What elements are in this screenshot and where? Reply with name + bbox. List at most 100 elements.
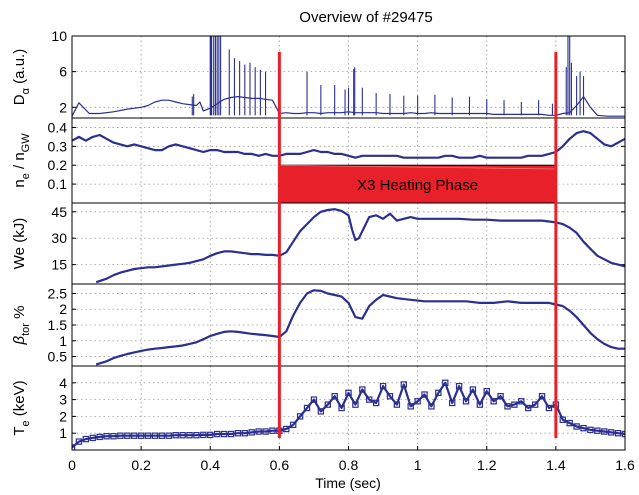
data-point: [213, 430, 221, 438]
y-label-subscript: e: [20, 420, 32, 426]
data-point: [359, 386, 366, 393]
data-point: [594, 427, 601, 434]
y-axis-label: ne / nGW: [11, 133, 32, 188]
data-point: [504, 403, 511, 410]
y-label-main: n: [11, 179, 28, 187]
panel-1: 2 6 10 Dα (a.u.): [11, 28, 626, 119]
data-point: [366, 396, 373, 403]
data-point: [255, 428, 262, 435]
y-tick-label: 0.4: [48, 119, 68, 135]
series-line: [72, 96, 625, 117]
data-point: [400, 381, 408, 388]
data-point: [386, 393, 394, 400]
y-tick-label: 0.5: [48, 349, 68, 365]
y-label-rest: (a.u.): [11, 49, 28, 88]
y-tick-label: 4: [59, 375, 67, 391]
series-line: [72, 130, 625, 159]
y-axis-label: Dα (a.u.): [11, 49, 32, 105]
data-point: [545, 404, 553, 412]
data-point: [601, 428, 608, 435]
panel-3: 15 30 45 We (kJ): [11, 202, 626, 285]
data-point: [165, 432, 172, 439]
data-point: [607, 429, 615, 436]
data-point: [455, 382, 463, 390]
y-tick-label: 1: [59, 425, 67, 441]
heating-phase-label: X3 Heating Phase: [357, 177, 478, 194]
data-point: [103, 433, 110, 440]
y-tick-label: 1.5: [48, 317, 68, 333]
chart-title: Overview of #29475: [299, 9, 432, 26]
data-point: [96, 433, 103, 441]
y-label-main: D: [11, 94, 28, 105]
data-point: [538, 393, 546, 400]
x-tick-label: 1: [414, 457, 422, 473]
data-point: [117, 432, 124, 439]
series-group: [72, 130, 625, 159]
data-point: [317, 408, 325, 415]
panel-2: 0.1 0.2 0.3 0.4 X3 Heating Phase ne / nGW: [11, 117, 626, 204]
data-point: [131, 432, 138, 439]
data-point: [193, 432, 200, 439]
data-point: [421, 391, 428, 398]
data-point: [476, 401, 484, 408]
data-point: [151, 432, 159, 439]
data-point: [407, 403, 414, 410]
data-point: [566, 419, 573, 427]
data-point: [75, 438, 83, 445]
y-axis-label: βtor %: [11, 306, 32, 346]
y-tick-label: 2.5: [48, 285, 68, 301]
data-point: [587, 426, 594, 434]
data-point: [428, 403, 435, 410]
data-point: [352, 401, 359, 408]
panel-4: 0.511.522.5 βtor %: [11, 283, 626, 367]
data-point: [393, 401, 401, 408]
data-point: [172, 432, 179, 439]
data-point: [137, 432, 145, 439]
series-line: [95, 289, 625, 366]
data-point: [186, 432, 193, 439]
y-tick-label: 10: [51, 28, 67, 44]
data-point: [614, 430, 622, 437]
data-point: [621, 430, 625, 438]
data-point: [269, 427, 276, 434]
y-tick-label: 2: [59, 99, 67, 115]
x-tick-label: 1.2: [477, 457, 497, 473]
x-tick-label: 0: [68, 457, 76, 473]
data-point: [82, 435, 90, 443]
data-point: [110, 433, 117, 440]
data-point: [483, 388, 490, 395]
data-point: [179, 432, 186, 439]
data-point: [331, 393, 338, 400]
data-point: [531, 401, 539, 408]
x-axis-label: Time (sec): [315, 475, 381, 491]
y-tick-label: 6: [59, 64, 67, 80]
data-point: [345, 389, 352, 397]
data-point: [559, 416, 566, 423]
data-point: [234, 430, 242, 437]
y-label-subscript: e: [20, 173, 32, 179]
data-point: [158, 432, 166, 439]
series-group: [95, 289, 625, 366]
data-point: [518, 398, 525, 405]
data-point: [248, 429, 255, 436]
data-point: [220, 430, 228, 438]
data-point: [511, 401, 518, 408]
data-point: [435, 389, 442, 397]
x-axis: 0 0.2 0.4 0.6 0.8 1 1.2 1.4 1.6: [68, 446, 635, 473]
data-point: [379, 382, 387, 390]
y-axis-label: We (kJ): [11, 218, 28, 269]
y-tick-label: 0.3: [48, 138, 68, 154]
data-point: [442, 379, 449, 387]
x-tick-label: 0.6: [270, 457, 290, 473]
data-point: [469, 386, 477, 393]
data-point: [290, 421, 297, 429]
data-point: [462, 398, 470, 405]
data-point: [200, 431, 207, 439]
y-tick-label: 15: [51, 257, 67, 273]
data-point: [580, 424, 587, 432]
data-point: [207, 431, 214, 439]
x-tick-label: 0.8: [339, 457, 359, 473]
data-point: [89, 434, 96, 442]
y-tick-label: 2: [59, 301, 67, 317]
